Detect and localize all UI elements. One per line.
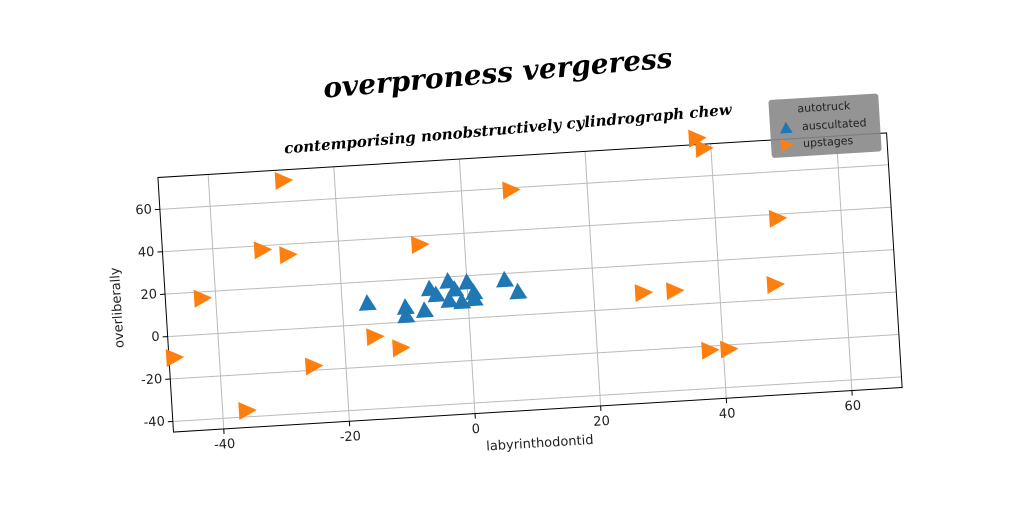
scatter-point xyxy=(766,276,786,295)
grid-line xyxy=(835,135,853,391)
x-tick-label: -20 xyxy=(339,429,361,445)
scatter-point xyxy=(274,172,294,190)
scatter-point xyxy=(502,181,521,200)
grid-line xyxy=(159,164,889,210)
scatter-point xyxy=(634,284,654,303)
plot-area: -40 -20 0 20 40 60 -40 -20 0 20 40 60 labyrinthodont… xyxy=(108,93,903,455)
x-tick-label: 0 xyxy=(471,422,480,437)
grid-line xyxy=(170,333,899,380)
x-tick-label: -40 xyxy=(214,437,236,453)
scatter-point xyxy=(427,285,446,303)
plot-frame xyxy=(157,132,903,433)
legend-marker xyxy=(780,121,793,134)
scatter-point xyxy=(453,292,472,310)
scatter-point xyxy=(410,236,430,255)
scatter-point xyxy=(392,339,411,358)
y-axis-label: overliberally xyxy=(108,267,128,349)
scatter-point xyxy=(238,402,257,420)
grid-line xyxy=(584,151,602,406)
grid-line xyxy=(167,291,897,338)
scatter-point xyxy=(440,291,459,308)
y-tick-label: 40 xyxy=(138,245,155,261)
legend-label: upstages xyxy=(803,134,854,150)
scatter-point xyxy=(458,273,477,290)
scatter-point xyxy=(304,357,324,376)
scatter-point xyxy=(695,139,714,158)
scatter-point xyxy=(416,301,434,318)
y-tick-label: 0 xyxy=(151,330,160,345)
grid-line xyxy=(165,249,894,295)
grid-line xyxy=(172,376,902,422)
scatter-point xyxy=(701,341,720,360)
scatter-point xyxy=(465,289,484,307)
scatter-point xyxy=(720,340,739,359)
legend-marker xyxy=(780,139,794,152)
legend-title: autotruck xyxy=(797,99,851,115)
y-tick-label: -20 xyxy=(141,372,163,388)
x-tick-label: 40 xyxy=(719,406,736,422)
x-tick-label: 20 xyxy=(593,414,610,430)
chart-title: overproness vergeress xyxy=(322,41,674,104)
y-tick-label: -40 xyxy=(143,414,165,430)
grid-line xyxy=(333,166,350,422)
scatter-point xyxy=(496,270,515,288)
legend-box xyxy=(768,93,882,158)
x-axis-label: labyrinthodontid xyxy=(486,433,594,455)
legend-label: auscultated xyxy=(802,116,867,133)
scatter-point xyxy=(366,328,385,347)
scatter-point xyxy=(397,306,416,324)
grid-line xyxy=(207,174,225,430)
scatter-point xyxy=(358,294,377,311)
plot-background xyxy=(157,132,903,433)
scatter-point xyxy=(279,246,298,265)
x-tick-label: 60 xyxy=(844,399,861,415)
scatter-point xyxy=(688,129,707,148)
scatter-point xyxy=(768,209,788,228)
y-tick-label: 20 xyxy=(140,287,157,303)
scatter-point xyxy=(396,298,415,315)
y-tick-label: 60 xyxy=(135,202,152,218)
scatter-point xyxy=(165,348,185,367)
scatter-point xyxy=(666,282,685,301)
scatter-point xyxy=(193,289,213,308)
scatter-point xyxy=(509,282,528,300)
scatter-point xyxy=(253,241,273,260)
scatter-point xyxy=(446,280,465,297)
